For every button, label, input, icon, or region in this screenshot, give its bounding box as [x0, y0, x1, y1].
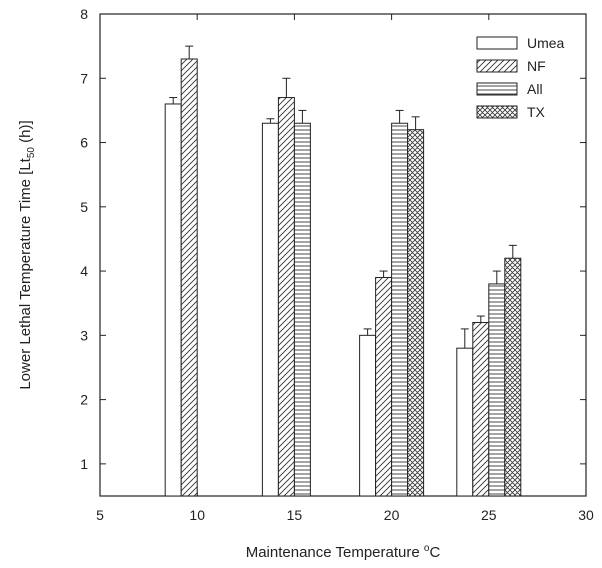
y-axis-title: Lower Lethal Temperature Time [Lt50 (h)] [17, 120, 37, 389]
y-tick-label: 3 [80, 327, 88, 343]
x-tick-label: 30 [578, 507, 594, 523]
bar-tx-20 [407, 129, 425, 497]
y-tick-label: 1 [80, 456, 88, 472]
legend-swatch-umea [476, 36, 518, 50]
bar-nf-20 [375, 276, 393, 497]
x-axis-title: Maintenance Temperature oC [246, 543, 441, 561]
legend-label-tx: TX [527, 104, 546, 120]
y-tick-label: 6 [80, 135, 88, 151]
bar-nf-15 [277, 97, 295, 497]
bar-all-20 [391, 122, 409, 497]
bar-umea-10 [164, 103, 182, 497]
y-tick-label: 7 [80, 70, 88, 86]
bar-umea-15 [261, 122, 279, 497]
bar-tx-25 [504, 257, 522, 497]
y-axis-ticks: 1 2 3 4 5 6 7 8 [80, 6, 586, 472]
y-tick-label: 4 [80, 263, 88, 279]
bar-series-group [164, 45, 522, 497]
y-tick-label: 5 [80, 199, 88, 215]
bar-all-15 [293, 122, 311, 497]
legend-label-all: All [527, 81, 543, 97]
x-tick-label: 20 [384, 507, 400, 523]
legend: Umea NF All TX [476, 35, 565, 120]
bar-umea-20 [359, 334, 377, 497]
y-tick-label: 2 [80, 392, 88, 408]
bar-nf-10 [180, 58, 198, 497]
legend-swatch-nf [476, 59, 518, 73]
legend-label-nf: NF [527, 58, 546, 74]
plot-frame [99, 13, 587, 497]
bar-all-25 [488, 283, 506, 497]
x-tick-label: 5 [96, 507, 104, 523]
x-tick-label: 15 [287, 507, 303, 523]
y-tick-label: 8 [80, 6, 88, 22]
bar-nf-25 [472, 321, 490, 497]
legend-label-umea: Umea [527, 35, 565, 51]
x-tick-label: 10 [189, 507, 205, 523]
legend-swatch-tx [476, 105, 518, 119]
legend-swatch-all [476, 82, 518, 96]
bar-umea-25 [456, 347, 474, 497]
x-tick-label: 25 [481, 507, 497, 523]
